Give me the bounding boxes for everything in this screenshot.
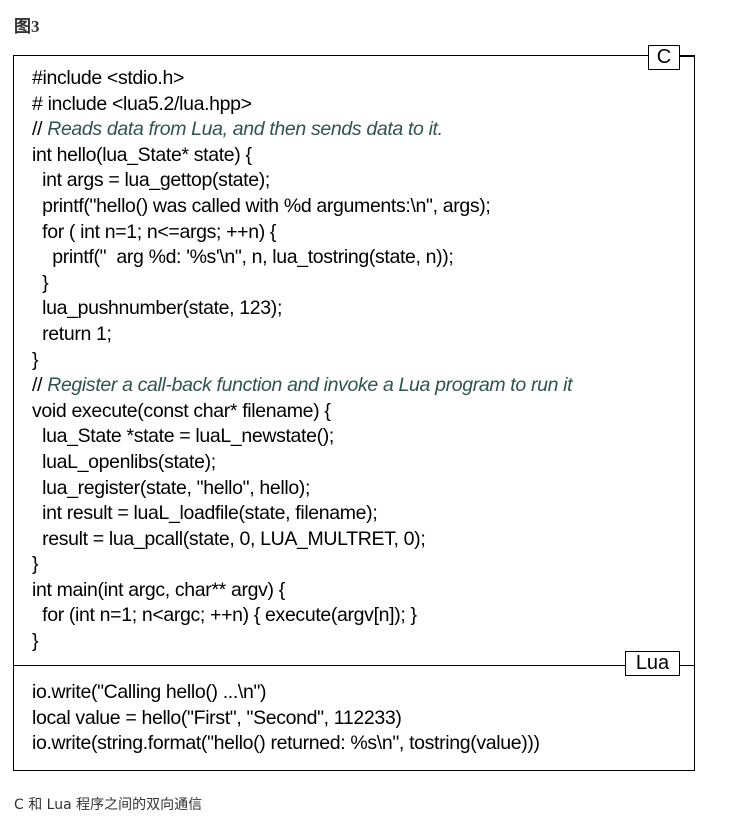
code-line: for (int n=1; n<argc; ++n) { execute(arg… xyxy=(32,604,417,627)
code-line: } xyxy=(32,553,39,576)
code-line: // Reads data from Lua, and then sends d… xyxy=(32,117,572,143)
comment-text: Reads data from Lua, and then sends data… xyxy=(42,118,443,141)
figure-caption: C 和 Lua 程序之间的双向通信 xyxy=(14,797,203,813)
lua-code-lines: io.write("Calling hello() ...\n") local v… xyxy=(32,680,540,757)
code-line: local value = hello("First", "Second", 1… xyxy=(32,706,402,729)
lua-language-tag: Lua xyxy=(625,651,680,676)
code-line: result = lua_pcall(state, 0, LUA_MULTRET… xyxy=(32,527,426,550)
code-line: // Register a call-back function and inv… xyxy=(32,373,573,399)
code-line: } xyxy=(32,630,39,653)
code-line: lua_register(state, "hello", hello); xyxy=(32,476,311,499)
c-code-lines: #include <stdio.h> # include <lua5.2/lua.… xyxy=(32,66,573,655)
code-line: io.write(string.format("hello() returned… xyxy=(32,732,540,755)
figure-label: 图3 xyxy=(14,17,40,36)
c-tag-tick xyxy=(680,56,694,57)
code-line: } xyxy=(32,348,39,371)
code-line: lua_State *state = luaL_newstate(); xyxy=(32,425,334,448)
code-line: lua_pushnumber(state, 123); xyxy=(32,297,283,320)
section-divider xyxy=(14,665,694,666)
code-line: for ( int n=1; n<=args; ++n) { xyxy=(32,220,277,243)
code-line: } xyxy=(32,271,49,294)
code-line: printf(" arg %d: '%s'\n", n, lua_tostrin… xyxy=(32,246,454,269)
code-line: io.write("Calling hello() ...\n") xyxy=(32,681,267,703)
comment-text: Register a call-back function and invoke… xyxy=(42,374,573,397)
comment-slashes: // xyxy=(32,374,43,397)
code-line: #include <stdio.h> xyxy=(32,67,184,89)
code-line: return 1; xyxy=(32,322,112,345)
code-line: int hello(lua_State* state) { xyxy=(32,143,252,166)
code-line: int result = luaL_loadfile(state, filena… xyxy=(32,502,378,525)
c-language-tag: C xyxy=(648,45,680,70)
code-line: luaL_openlibs(state); xyxy=(32,450,216,473)
code-line: int main(int argc, char** argv) { xyxy=(32,578,285,601)
code-line: printf("hello() was called with %d argum… xyxy=(32,194,491,217)
comment-slashes: // xyxy=(32,118,43,141)
lua-code-section: io.write("Calling hello() ...\n") local v… xyxy=(14,667,694,770)
lua-tag-tick xyxy=(680,665,694,666)
code-line: void execute(const char* filename) { xyxy=(32,399,331,422)
code-line: # include <lua5.2/lua.hpp> xyxy=(32,92,252,115)
c-code-section: #include <stdio.h> # include <lua5.2/lua.… xyxy=(14,56,694,665)
code-line: int args = lua_gettop(state); xyxy=(32,169,270,192)
code-figure: #include <stdio.h> # include <lua5.2/lua.… xyxy=(13,45,695,771)
